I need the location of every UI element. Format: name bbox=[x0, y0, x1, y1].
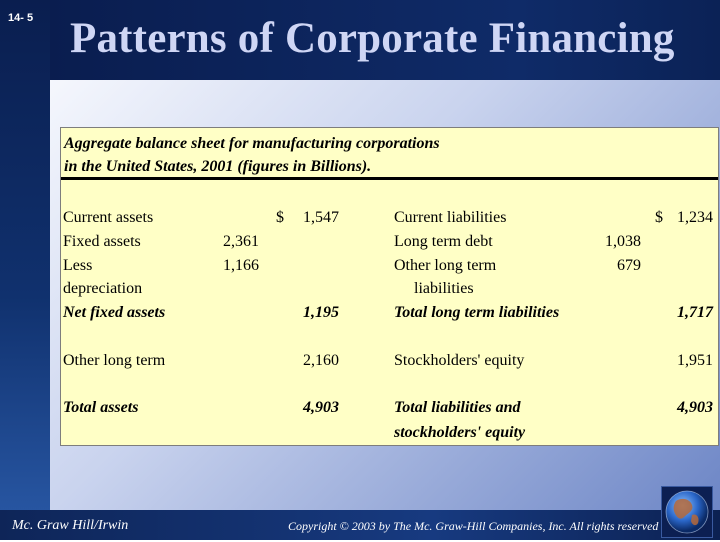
current-assets-value: 1,547 bbox=[303, 209, 339, 226]
slide-title: Patterns of Corporate Financing bbox=[70, 15, 675, 62]
footer-bar bbox=[0, 510, 720, 540]
less-label: Less bbox=[63, 257, 93, 274]
net-fixed-assets-value: 1,195 bbox=[303, 304, 339, 321]
fixed-assets-label: Fixed assets bbox=[63, 233, 141, 250]
slide-number: 14- 5 bbox=[8, 12, 34, 24]
stockholders-equity-value: 1,951 bbox=[677, 352, 713, 369]
table-caption: Aggregate balance sheet for manufacturin… bbox=[64, 132, 664, 178]
total-long-term-liabilities-label: Total long term liabilities bbox=[394, 304, 560, 321]
current-assets-label: Current assets bbox=[63, 209, 154, 226]
depreciation-label: depreciation bbox=[63, 280, 143, 297]
current-assets-currency: $ bbox=[276, 209, 284, 226]
total-liabilities-label-1: Total liabilities and bbox=[394, 399, 521, 416]
other-long-term-assets-label: Other long term bbox=[63, 352, 166, 369]
total-assets-value: 4,903 bbox=[303, 399, 339, 416]
other-long-term-liabilities-label: Other long term bbox=[394, 257, 497, 274]
publisher-label: Mc. Graw Hill/Irwin bbox=[12, 518, 129, 533]
stockholders-equity-label: Stockholders' equity bbox=[394, 352, 525, 369]
other-long-term-liabilities-label-2: liabilities bbox=[414, 280, 474, 297]
header-bar bbox=[50, 0, 720, 80]
total-assets-label: Total assets bbox=[63, 399, 139, 416]
caption-line-1: Aggregate balance sheet for manufacturin… bbox=[64, 135, 440, 152]
total-liabilities-value: 4,903 bbox=[677, 399, 713, 416]
current-liabilities-currency: $ bbox=[655, 209, 663, 226]
current-liabilities-label: Current liabilities bbox=[394, 209, 507, 226]
total-long-term-liabilities-value: 1,717 bbox=[677, 304, 713, 321]
copyright-notice: Copyright © 2003 by The Mc. Graw-Hill Co… bbox=[288, 519, 659, 533]
long-term-debt-value: 1,038 bbox=[605, 233, 641, 250]
balance-sheet-table: Aggregate balance sheet for manufacturin… bbox=[60, 127, 719, 446]
other-long-term-assets-value: 2,160 bbox=[303, 352, 339, 369]
long-term-debt-label: Long term debt bbox=[394, 233, 493, 250]
fixed-assets-value: 2,361 bbox=[223, 233, 259, 250]
caption-line-2: in the United States, 2001 (figures in B… bbox=[64, 158, 372, 175]
depreciation-value: 1,166 bbox=[223, 257, 259, 274]
globe-icon bbox=[661, 486, 713, 538]
current-liabilities-value: 1,234 bbox=[677, 209, 713, 226]
other-long-term-liabilities-value: 679 bbox=[617, 257, 641, 274]
caption-divider bbox=[61, 177, 718, 180]
total-liabilities-label-2: stockholders' equity bbox=[394, 424, 526, 441]
left-sidebar bbox=[0, 0, 50, 540]
net-fixed-assets-label: Net fixed assets bbox=[63, 304, 166, 321]
